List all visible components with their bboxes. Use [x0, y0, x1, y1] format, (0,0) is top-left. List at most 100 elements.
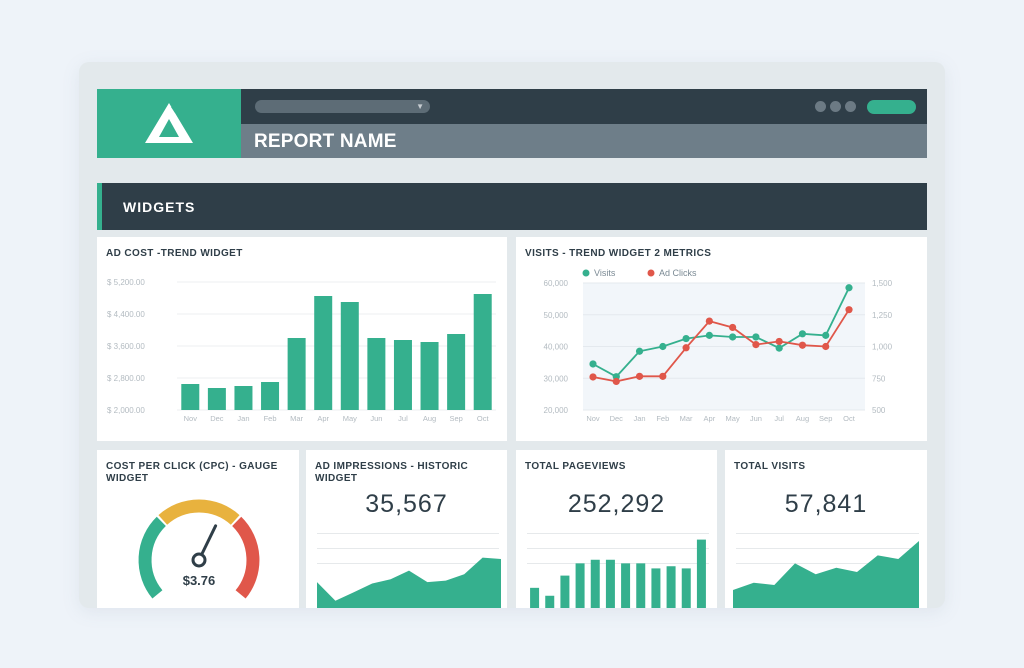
data-point — [729, 323, 737, 332]
x-tick-label: Mar — [290, 414, 303, 423]
y-right-tick-label: 750 — [872, 374, 886, 383]
x-tick-label: Nov — [586, 414, 600, 423]
gauge-hub — [191, 552, 207, 568]
legend-marker — [647, 269, 655, 277]
area-fill — [317, 557, 501, 608]
metric-value: 35,567 — [365, 490, 448, 518]
cpc-gauge-chart: $3.76 — [138, 499, 260, 599]
bar — [420, 342, 439, 410]
x-tick-label: Jan — [237, 414, 249, 423]
legend-label: Visits — [594, 268, 616, 278]
x-tick-label: May — [726, 414, 740, 423]
metric-value: 252,292 — [567, 490, 666, 518]
ad-impressions-widget[interactable]: AD IMPRESSIONS - HISTORIC WIDGET 35,567 — [306, 450, 507, 608]
data-point — [822, 342, 830, 351]
bar — [681, 568, 691, 608]
data-point — [589, 373, 597, 381]
bar — [207, 388, 226, 410]
widget-title: TOTAL VISITS — [734, 461, 806, 472]
bar — [314, 296, 333, 410]
menu-dot-icon[interactable] — [845, 101, 856, 112]
gauge-value: $3.76 — [183, 573, 216, 588]
bar — [287, 338, 306, 410]
x-tick-label: Jun — [750, 414, 762, 423]
logo-triangle-icon — [145, 103, 193, 143]
bar — [367, 338, 386, 410]
bar — [621, 563, 631, 608]
x-tick-label: Jan — [633, 414, 645, 423]
report-title-bar: REPORT NAME — [241, 124, 927, 158]
data-point — [659, 372, 667, 380]
widget-title-line: COST PER CLICK (CPC) - GAUGE — [106, 461, 278, 472]
y-right-tick-label: 1,250 — [872, 311, 893, 320]
y-tick-label: $ 2,800.00 — [107, 374, 145, 383]
divider — [317, 563, 499, 564]
gauge-segment — [138, 516, 167, 599]
ad-cost-widget[interactable]: AD COST -TREND WIDGET $ 5,200.00 $ 4,400.… — [97, 237, 507, 441]
data-point — [705, 331, 713, 339]
x-tick-label: Sep — [819, 414, 832, 423]
data-point — [682, 334, 690, 343]
x-tick-label: Oct — [843, 414, 856, 423]
bar — [666, 566, 676, 608]
bar — [393, 340, 412, 410]
data-point — [682, 344, 690, 352]
section-title: WIDGETS — [123, 199, 196, 215]
y-left-tick-label: 60,000 — [544, 279, 569, 288]
y-left-tick-label: 20,000 — [544, 406, 569, 415]
bar — [340, 302, 359, 410]
divider — [317, 533, 499, 534]
divider — [317, 548, 499, 549]
bar — [234, 386, 253, 410]
widget-title-line: WIDGET — [106, 473, 149, 484]
x-tick-label: Feb — [656, 414, 669, 423]
data-point — [729, 333, 737, 341]
y-right-tick-label: 1,000 — [872, 343, 893, 352]
data-point — [705, 317, 713, 325]
bar — [261, 382, 280, 410]
total-visits-widget[interactable]: TOTAL VISITS 57,841 — [725, 450, 927, 608]
window-dots — [815, 101, 856, 112]
visits-trend-widget[interactable]: VISITS - TREND WIDGET 2 METRICS 60,000 1,… — [516, 237, 927, 441]
x-tick-label: Oct — [477, 414, 490, 423]
report-name[interactable]: REPORT NAME — [254, 131, 397, 152]
total-pageviews-widget[interactable]: TOTAL PAGEVIEWS 252,292 — [516, 450, 717, 608]
bar — [530, 587, 540, 608]
data-point — [752, 333, 760, 341]
x-tick-label: Mar — [680, 414, 693, 423]
divider — [736, 563, 919, 564]
data-point — [822, 331, 830, 339]
pageviews-bar-chart — [530, 539, 706, 608]
widget-title: AD IMPRESSIONS - HISTORIC WIDGET — [315, 461, 468, 485]
gauge-segment — [158, 499, 240, 525]
series-line — [592, 287, 850, 378]
bar — [651, 568, 661, 608]
x-tick-label: Jul — [398, 414, 408, 423]
visits-area-chart — [733, 541, 919, 608]
impressions-area-chart — [317, 557, 501, 608]
series-line — [592, 309, 850, 383]
data-point — [798, 330, 807, 338]
logo[interactable] — [97, 89, 241, 158]
y-tick-label: $ 2,000.00 — [107, 406, 145, 415]
report-selector-dropdown[interactable]: ▼ — [255, 100, 430, 113]
bar — [605, 559, 615, 608]
x-tick-label: Apr — [704, 414, 716, 423]
y-tick-label: $ 4,400.00 — [107, 310, 145, 319]
x-tick-label: Dec — [610, 414, 624, 423]
cpc-gauge-widget[interactable]: COST PER CLICK (CPC) - GAUGE WIDGET $3.7… — [97, 450, 299, 608]
menu-dot-icon[interactable] — [830, 101, 841, 112]
bar — [181, 384, 200, 410]
widget-title-line: AD IMPRESSIONS - HISTORIC — [315, 461, 469, 472]
x-tick-label: Jul — [774, 414, 784, 423]
data-point — [775, 344, 783, 352]
dashboard-frame: ▼ REPORT NAME WIDGETS AD COST -TREND WID… — [79, 62, 945, 608]
gauge-segment — [231, 516, 260, 599]
menu-dot-icon[interactable] — [815, 101, 826, 112]
data-point — [798, 341, 807, 349]
bar — [447, 334, 466, 410]
action-pill-button[interactable] — [867, 100, 916, 114]
divider — [527, 548, 709, 549]
data-point — [845, 306, 853, 314]
bar — [560, 575, 570, 608]
